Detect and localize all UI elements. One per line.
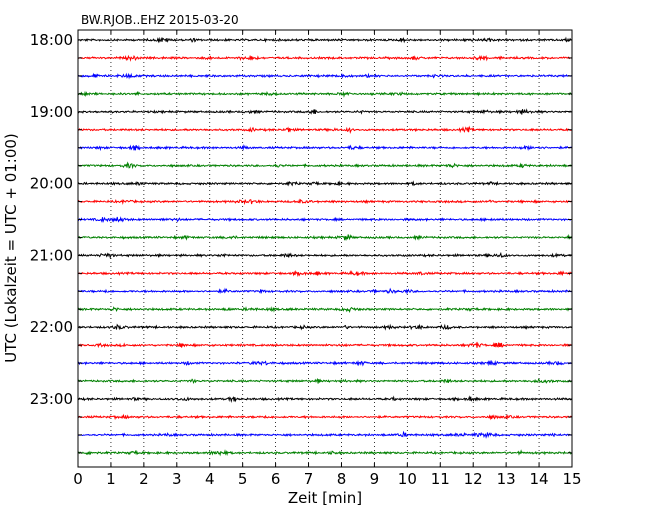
plot-frame bbox=[77, 29, 573, 468]
x-tick-label: 10 bbox=[398, 470, 417, 488]
trace-line bbox=[77, 108, 572, 115]
trace-line bbox=[77, 216, 572, 223]
trace-line bbox=[77, 180, 572, 187]
trace-line bbox=[77, 395, 572, 404]
x-tick-label: 7 bbox=[304, 470, 314, 488]
trace-line bbox=[77, 54, 572, 62]
x-tick-label: 9 bbox=[370, 470, 380, 488]
x-tick-label: 2 bbox=[139, 470, 149, 488]
x-tick-label: 5 bbox=[238, 470, 248, 488]
x-axis: 0 1 2 3 4 5 6 7 8 9 10 11 12 13 14 15 bbox=[73, 30, 582, 488]
trace-line bbox=[77, 144, 572, 152]
trace-line bbox=[77, 323, 572, 331]
trace-line bbox=[77, 377, 572, 385]
y-tick-label: 21:00 bbox=[30, 246, 73, 264]
x-tick-label: 4 bbox=[205, 470, 215, 488]
x-tick-label: 6 bbox=[271, 470, 281, 488]
trace-line bbox=[77, 161, 572, 170]
x-axis-label: Zeit [min] bbox=[288, 489, 362, 507]
trace-line bbox=[77, 198, 572, 206]
y-tick-label: 18:00 bbox=[30, 31, 73, 49]
trace-line bbox=[77, 430, 572, 439]
y-axis: 18:00 19:00 20:00 21:00 22:00 23:00 bbox=[30, 31, 572, 454]
x-tick-label: 11 bbox=[431, 470, 450, 488]
trace-line bbox=[77, 233, 572, 242]
x-tick-label: 14 bbox=[530, 470, 549, 488]
seismic-traces bbox=[77, 36, 572, 457]
chart-title: BW.RJOB..EHZ 2015-03-20 bbox=[81, 13, 239, 27]
trace-line bbox=[77, 269, 572, 278]
trace-line bbox=[77, 413, 572, 421]
trace-line bbox=[77, 36, 572, 44]
trace-line bbox=[77, 449, 572, 457]
trace-line bbox=[77, 251, 572, 260]
y-tick-label: 20:00 bbox=[30, 175, 73, 193]
trace-line bbox=[77, 306, 572, 314]
x-tick-label: 1 bbox=[106, 470, 116, 488]
trace-line bbox=[77, 125, 572, 134]
x-tick-label: 8 bbox=[337, 470, 347, 488]
trace-line bbox=[77, 359, 572, 367]
trace-line bbox=[77, 72, 572, 80]
y-tick-label: 23:00 bbox=[30, 390, 73, 408]
x-tick-label: 15 bbox=[562, 470, 581, 488]
gridlines bbox=[110, 30, 540, 467]
trace-line bbox=[77, 341, 572, 349]
x-tick-label: 13 bbox=[497, 470, 516, 488]
x-tick-label: 3 bbox=[172, 470, 182, 488]
y-tick-label: 22:00 bbox=[30, 318, 73, 336]
trace-line bbox=[77, 287, 572, 295]
x-tick-label: 12 bbox=[464, 470, 483, 488]
trace-line bbox=[77, 90, 572, 98]
y-axis-label: UTC (Lokalzeit = UTC + 01:00) bbox=[2, 133, 20, 363]
x-tick-label: 0 bbox=[73, 470, 83, 488]
y-tick-label: 19:00 bbox=[30, 103, 73, 121]
